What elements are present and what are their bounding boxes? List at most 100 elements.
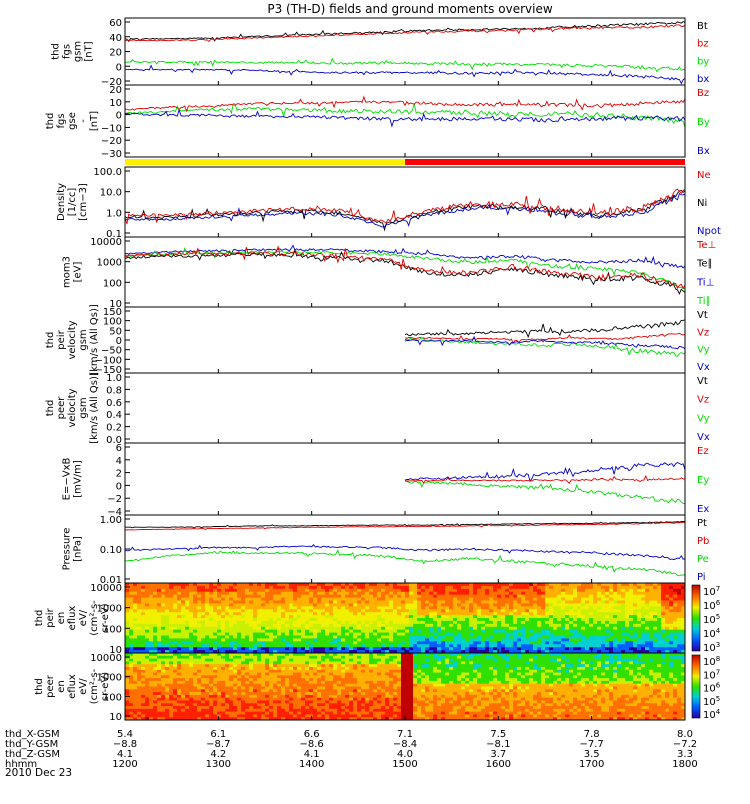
spectrogram-cell (425, 585, 430, 590)
spectrogram-cell (381, 626, 386, 631)
spectrogram-cell (361, 697, 366, 701)
spectrogram-cell (137, 600, 142, 604)
spectrogram-cell (429, 626, 434, 631)
spectrogram-cell (285, 600, 290, 604)
spectrogram-cell (205, 697, 210, 701)
spectrogram-cell (209, 680, 214, 685)
spectrogram-cell (417, 629, 422, 633)
spectrogram-cell (361, 583, 366, 587)
spectrogram-cell (621, 647, 626, 651)
spectrogram-cell (237, 664, 242, 668)
spectrogram-cell (209, 692, 214, 696)
spectrogram-cell (321, 588, 326, 593)
spectrogram-cell (249, 629, 254, 633)
spectrogram-cell (465, 583, 470, 587)
spectrogram-cell (353, 626, 358, 631)
spectrogram-cell (305, 612, 310, 616)
spectrogram-cell (293, 672, 298, 676)
spectrogram-cell (325, 629, 330, 633)
spectrogram-cell (157, 664, 162, 668)
spectrogram-cell (153, 620, 158, 625)
spectrogram-cell (297, 706, 302, 710)
spectrogram-cell (133, 653, 138, 657)
spectrogram-cell (277, 711, 282, 715)
spectrogram-cell (289, 632, 294, 636)
spectrogram-cell (297, 678, 302, 682)
spectrogram-cell (349, 629, 354, 633)
spectrogram-cell (345, 632, 350, 636)
spectrogram-cell (581, 632, 586, 636)
spectrogram-cell (369, 606, 374, 610)
spectrogram-cell (649, 588, 654, 593)
spectrogram-cell (497, 603, 502, 607)
spectrogram-cell (437, 585, 442, 590)
spectrogram-cell (265, 666, 270, 671)
spectrogram-cell (333, 664, 338, 668)
spectrogram-cell (269, 675, 274, 679)
spectrogram-cell (609, 597, 614, 601)
spectrogram-cell (269, 635, 274, 639)
spectrogram-cell (425, 626, 430, 631)
spectrogram-cell (273, 629, 278, 633)
spectrogram-cell (293, 711, 298, 715)
spectrogram-cell (257, 666, 262, 671)
spectrogram-cell (317, 632, 322, 636)
spectrogram-cell (273, 653, 278, 657)
spectrogram-cell (353, 664, 358, 668)
spectrogram-cell (281, 692, 286, 696)
spectrogram-cell (317, 597, 322, 601)
spectrogram-cell (301, 591, 306, 596)
spectrogram-cell (553, 585, 558, 590)
spectrogram-cell (657, 632, 662, 636)
spectrogram-cell (529, 641, 534, 645)
spectrogram-cell (173, 609, 178, 613)
spectrogram-cell (137, 680, 142, 685)
spectrogram-cell (325, 697, 330, 701)
spectrogram-cell (137, 618, 142, 622)
spectrogram-cell (629, 606, 634, 610)
spectrogram-cell (413, 641, 418, 645)
spectrogram-cell (237, 689, 242, 693)
spectrogram-cell (337, 675, 342, 679)
spectrogram-cell (193, 655, 198, 659)
spectrogram-cell (141, 600, 146, 604)
spectrogram-cell (665, 632, 670, 636)
spectrogram-cell (289, 708, 294, 713)
spectrogram-cell (493, 594, 498, 598)
spectrogram-cell (245, 623, 250, 628)
spectrogram-cell (173, 669, 178, 673)
spectrogram-cell (353, 650, 358, 654)
spectrogram-cell (605, 623, 610, 628)
spectrogram-cell (473, 638, 478, 642)
spectrogram-cell (309, 666, 314, 671)
spectrogram-cell (309, 703, 314, 707)
spectrogram-cell (229, 708, 234, 713)
spectrogram-cell (293, 653, 298, 657)
spectrogram-cell (605, 635, 610, 639)
spectrogram-cell (673, 626, 678, 631)
spectrogram-cell (201, 678, 206, 682)
spectrogram-cell (453, 612, 458, 616)
spectrogram-cell (229, 600, 234, 604)
spectrogram-cell (337, 644, 342, 648)
spectrogram-cell (337, 694, 342, 699)
spectrogram-cell (349, 626, 354, 631)
spectrogram-cell (449, 588, 454, 593)
spectrogram-cell (373, 666, 378, 671)
spectrogram-cell (129, 703, 134, 707)
spectrogram-cell (565, 597, 570, 601)
spectrogram-cell (297, 658, 302, 662)
spectrogram-cell (481, 647, 486, 651)
spectrogram-cell (197, 606, 202, 610)
spectrogram-cell (633, 588, 638, 593)
spectrogram-cell (205, 644, 210, 648)
spectrogram-cell (545, 588, 550, 593)
spectrogram-cell (477, 629, 482, 633)
spectrogram-cell (305, 594, 310, 598)
spectrogram-cell (641, 583, 646, 587)
spectrogram-cell (325, 638, 330, 642)
spectrogram-cell (589, 585, 594, 590)
spectrogram-cell (289, 703, 294, 707)
spectrogram-cell (149, 644, 154, 648)
spectrogram-cell (333, 583, 338, 587)
